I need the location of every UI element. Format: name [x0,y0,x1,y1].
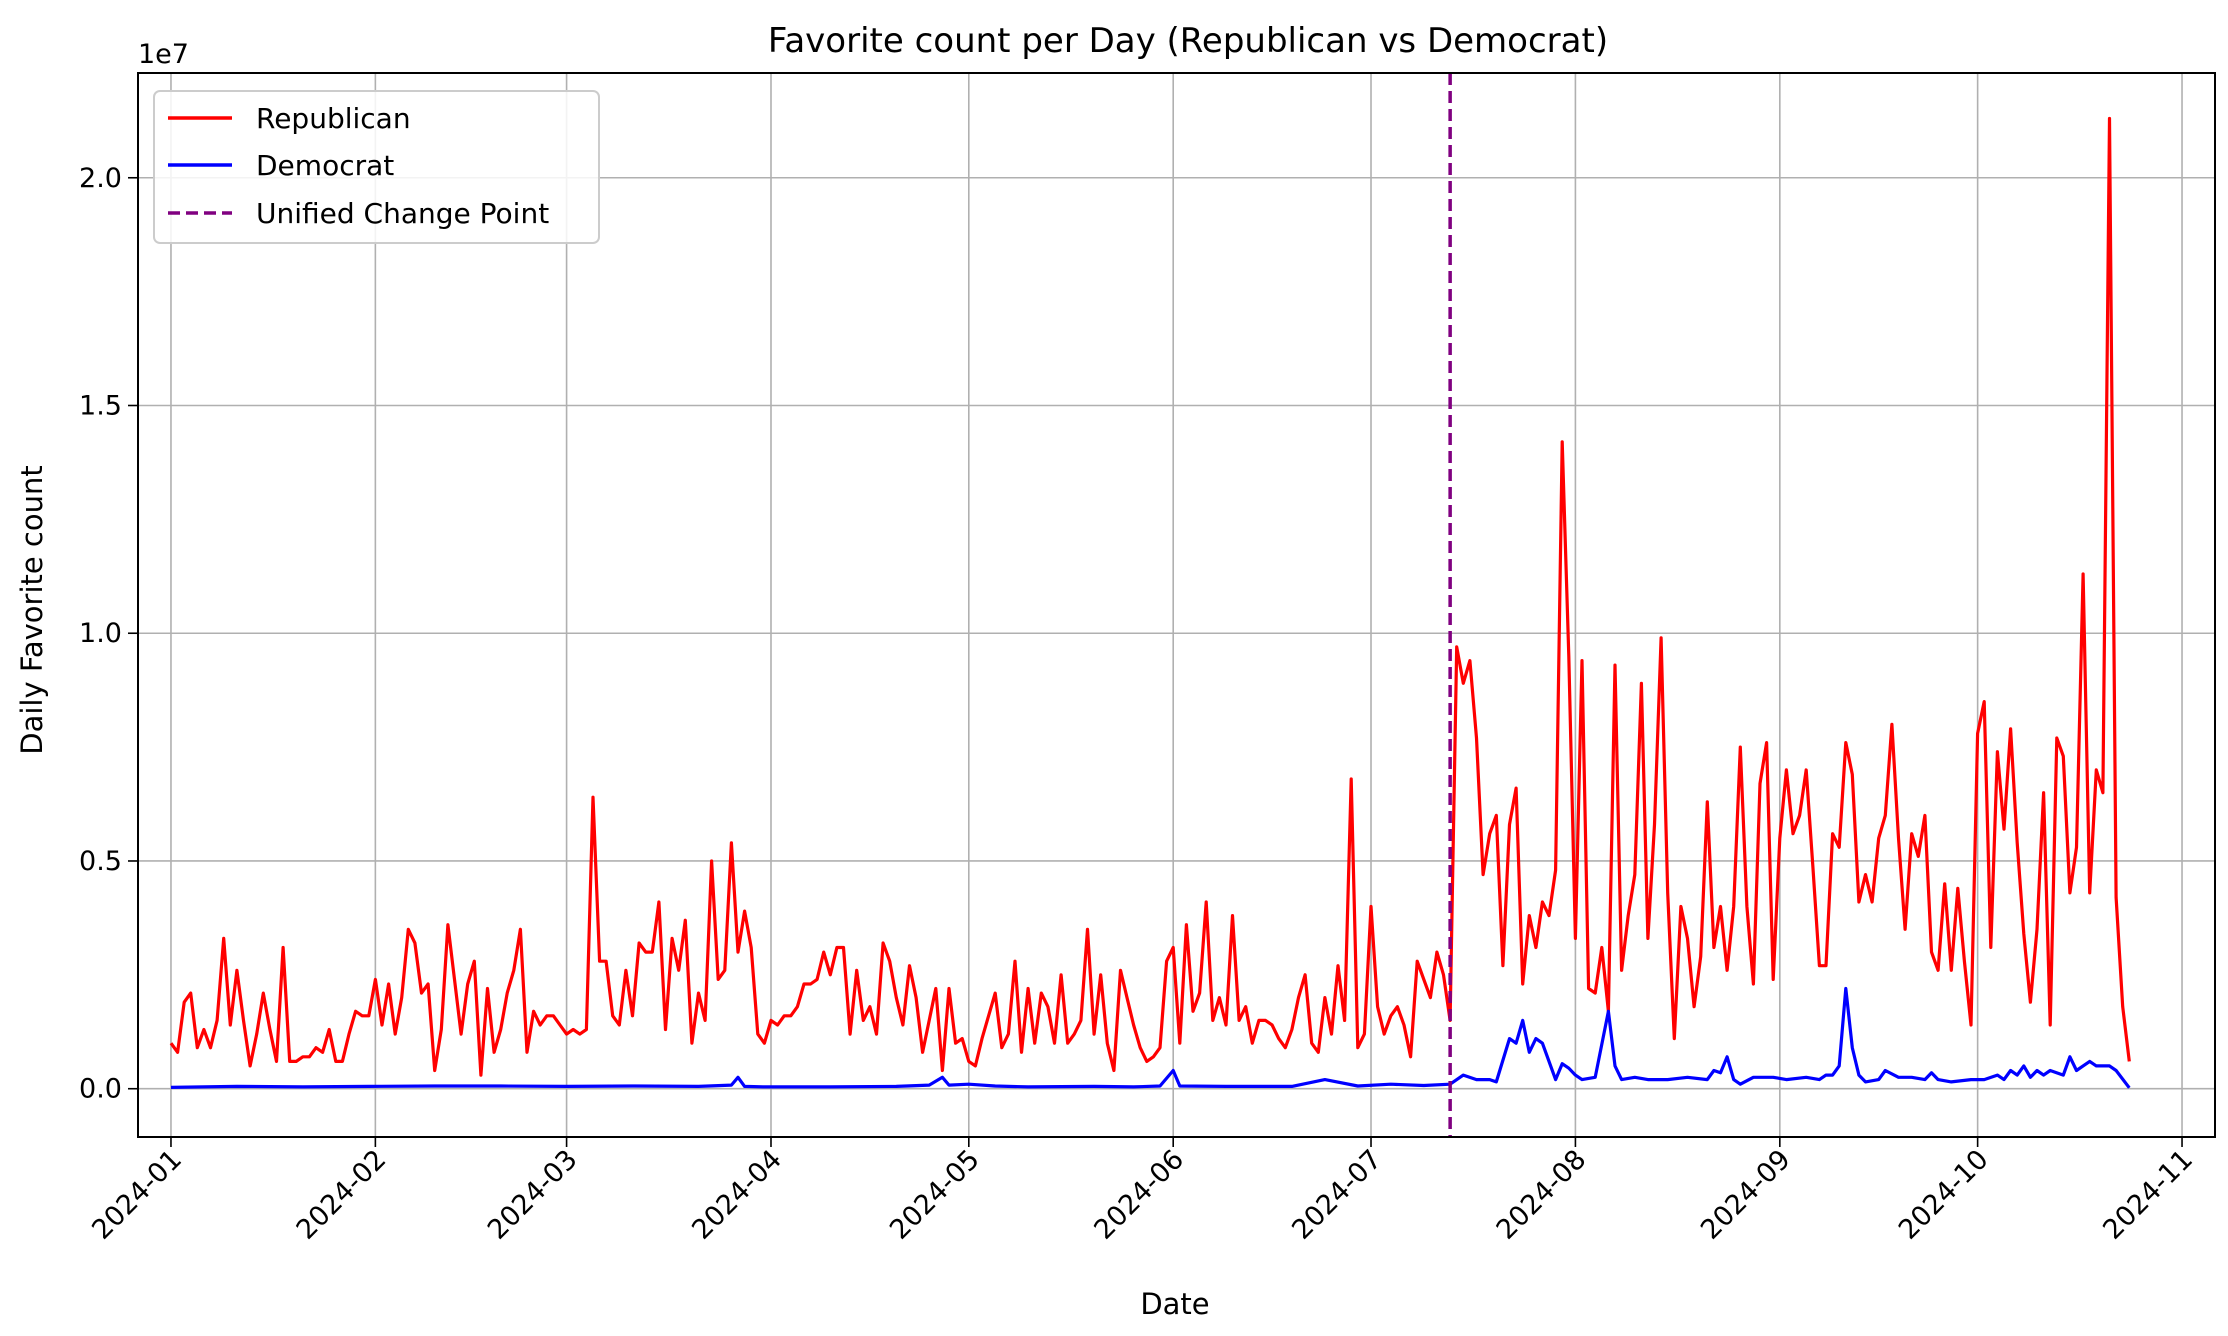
legend-label-democrat: Democrat [256,149,394,182]
y-axis-ticks: 0.0 0.5 1.0 1.5 2.0 [79,163,138,1105]
y-tick-label: 0.0 [79,1074,122,1105]
y-offset-label: 1e7 [138,39,189,70]
series-layer [169,116,2131,1089]
legend: Republican Democrat Unified Change Point [153,90,600,244]
y-tick-label: 2.0 [79,163,122,194]
y-tick-label: 1.5 [79,391,122,422]
legend-box [153,90,600,244]
plot-frame [137,72,2216,1138]
series-line-democrat [170,986,2131,1089]
series-line-republican [169,116,2131,1077]
y-tick-label: 1.0 [79,618,122,649]
y-axis-label: Daily Favorite count [15,465,49,755]
y-tick-label: 0.5 [79,846,122,877]
x-axis-label: Date [1140,1287,1209,1321]
chart-title: Favorite count per Day (Republican vs De… [768,21,1608,61]
legend-label-change-point: Unified Change Point [256,197,549,230]
legend-label-republican: Republican [256,102,411,135]
